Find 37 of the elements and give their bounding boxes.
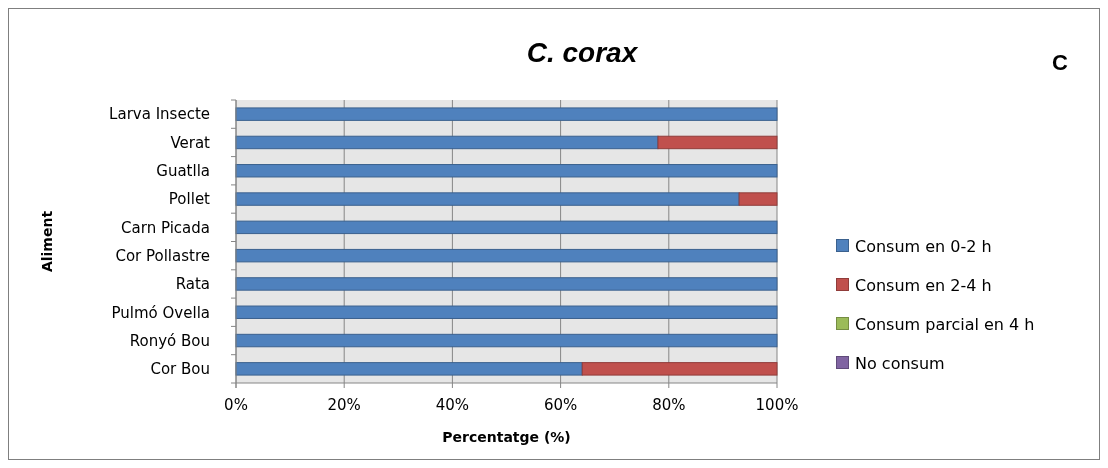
x-tick-label: 40% xyxy=(435,396,470,414)
x-tick-label: 60% xyxy=(543,396,578,414)
legend-label: Consum en 0-2 h xyxy=(855,236,992,256)
y-tick-label: Larva Insecte xyxy=(109,105,210,124)
bar xyxy=(235,305,778,319)
x-tick-label: 100% xyxy=(755,396,799,414)
y-axis-title: Aliment xyxy=(39,210,55,273)
y-tick-label: Pulmó Ovella xyxy=(111,303,210,322)
legend-label: No consum xyxy=(855,353,945,373)
bar xyxy=(581,362,778,376)
bar xyxy=(235,135,659,150)
bar xyxy=(235,164,778,178)
x-axis-title: Percentatge (%) xyxy=(442,429,571,445)
y-tick-label: Ronyó Bou xyxy=(129,331,210,350)
bar xyxy=(738,192,778,206)
y-tick-label: Rata xyxy=(175,275,210,294)
y-tick-label: Cor Pollastre xyxy=(115,246,210,265)
x-tick-label: 0% xyxy=(224,396,248,414)
bar xyxy=(235,220,778,235)
y-tick-label: Pollet xyxy=(168,190,211,209)
bar xyxy=(235,107,778,121)
legend-label: Consum en 2-4 h xyxy=(855,275,992,295)
y-tick-label: Verat xyxy=(170,133,211,152)
y-tick-label: Guatlla xyxy=(156,162,210,180)
bar xyxy=(235,277,778,291)
x-tick-label: 20% xyxy=(327,396,361,414)
text: C xyxy=(1052,50,1069,75)
chart-title: C. corax xyxy=(526,37,639,68)
bar xyxy=(657,135,778,150)
bar xyxy=(235,333,778,348)
legend-label: Consum parcial en 4 h xyxy=(855,314,1035,334)
x-tick-label: 80% xyxy=(652,396,686,414)
bar xyxy=(235,248,778,263)
y-tick-label: Cor Bou xyxy=(150,360,210,379)
bar xyxy=(235,362,583,376)
bar xyxy=(235,192,740,206)
y-tick-label: Carn Picada xyxy=(121,218,210,237)
